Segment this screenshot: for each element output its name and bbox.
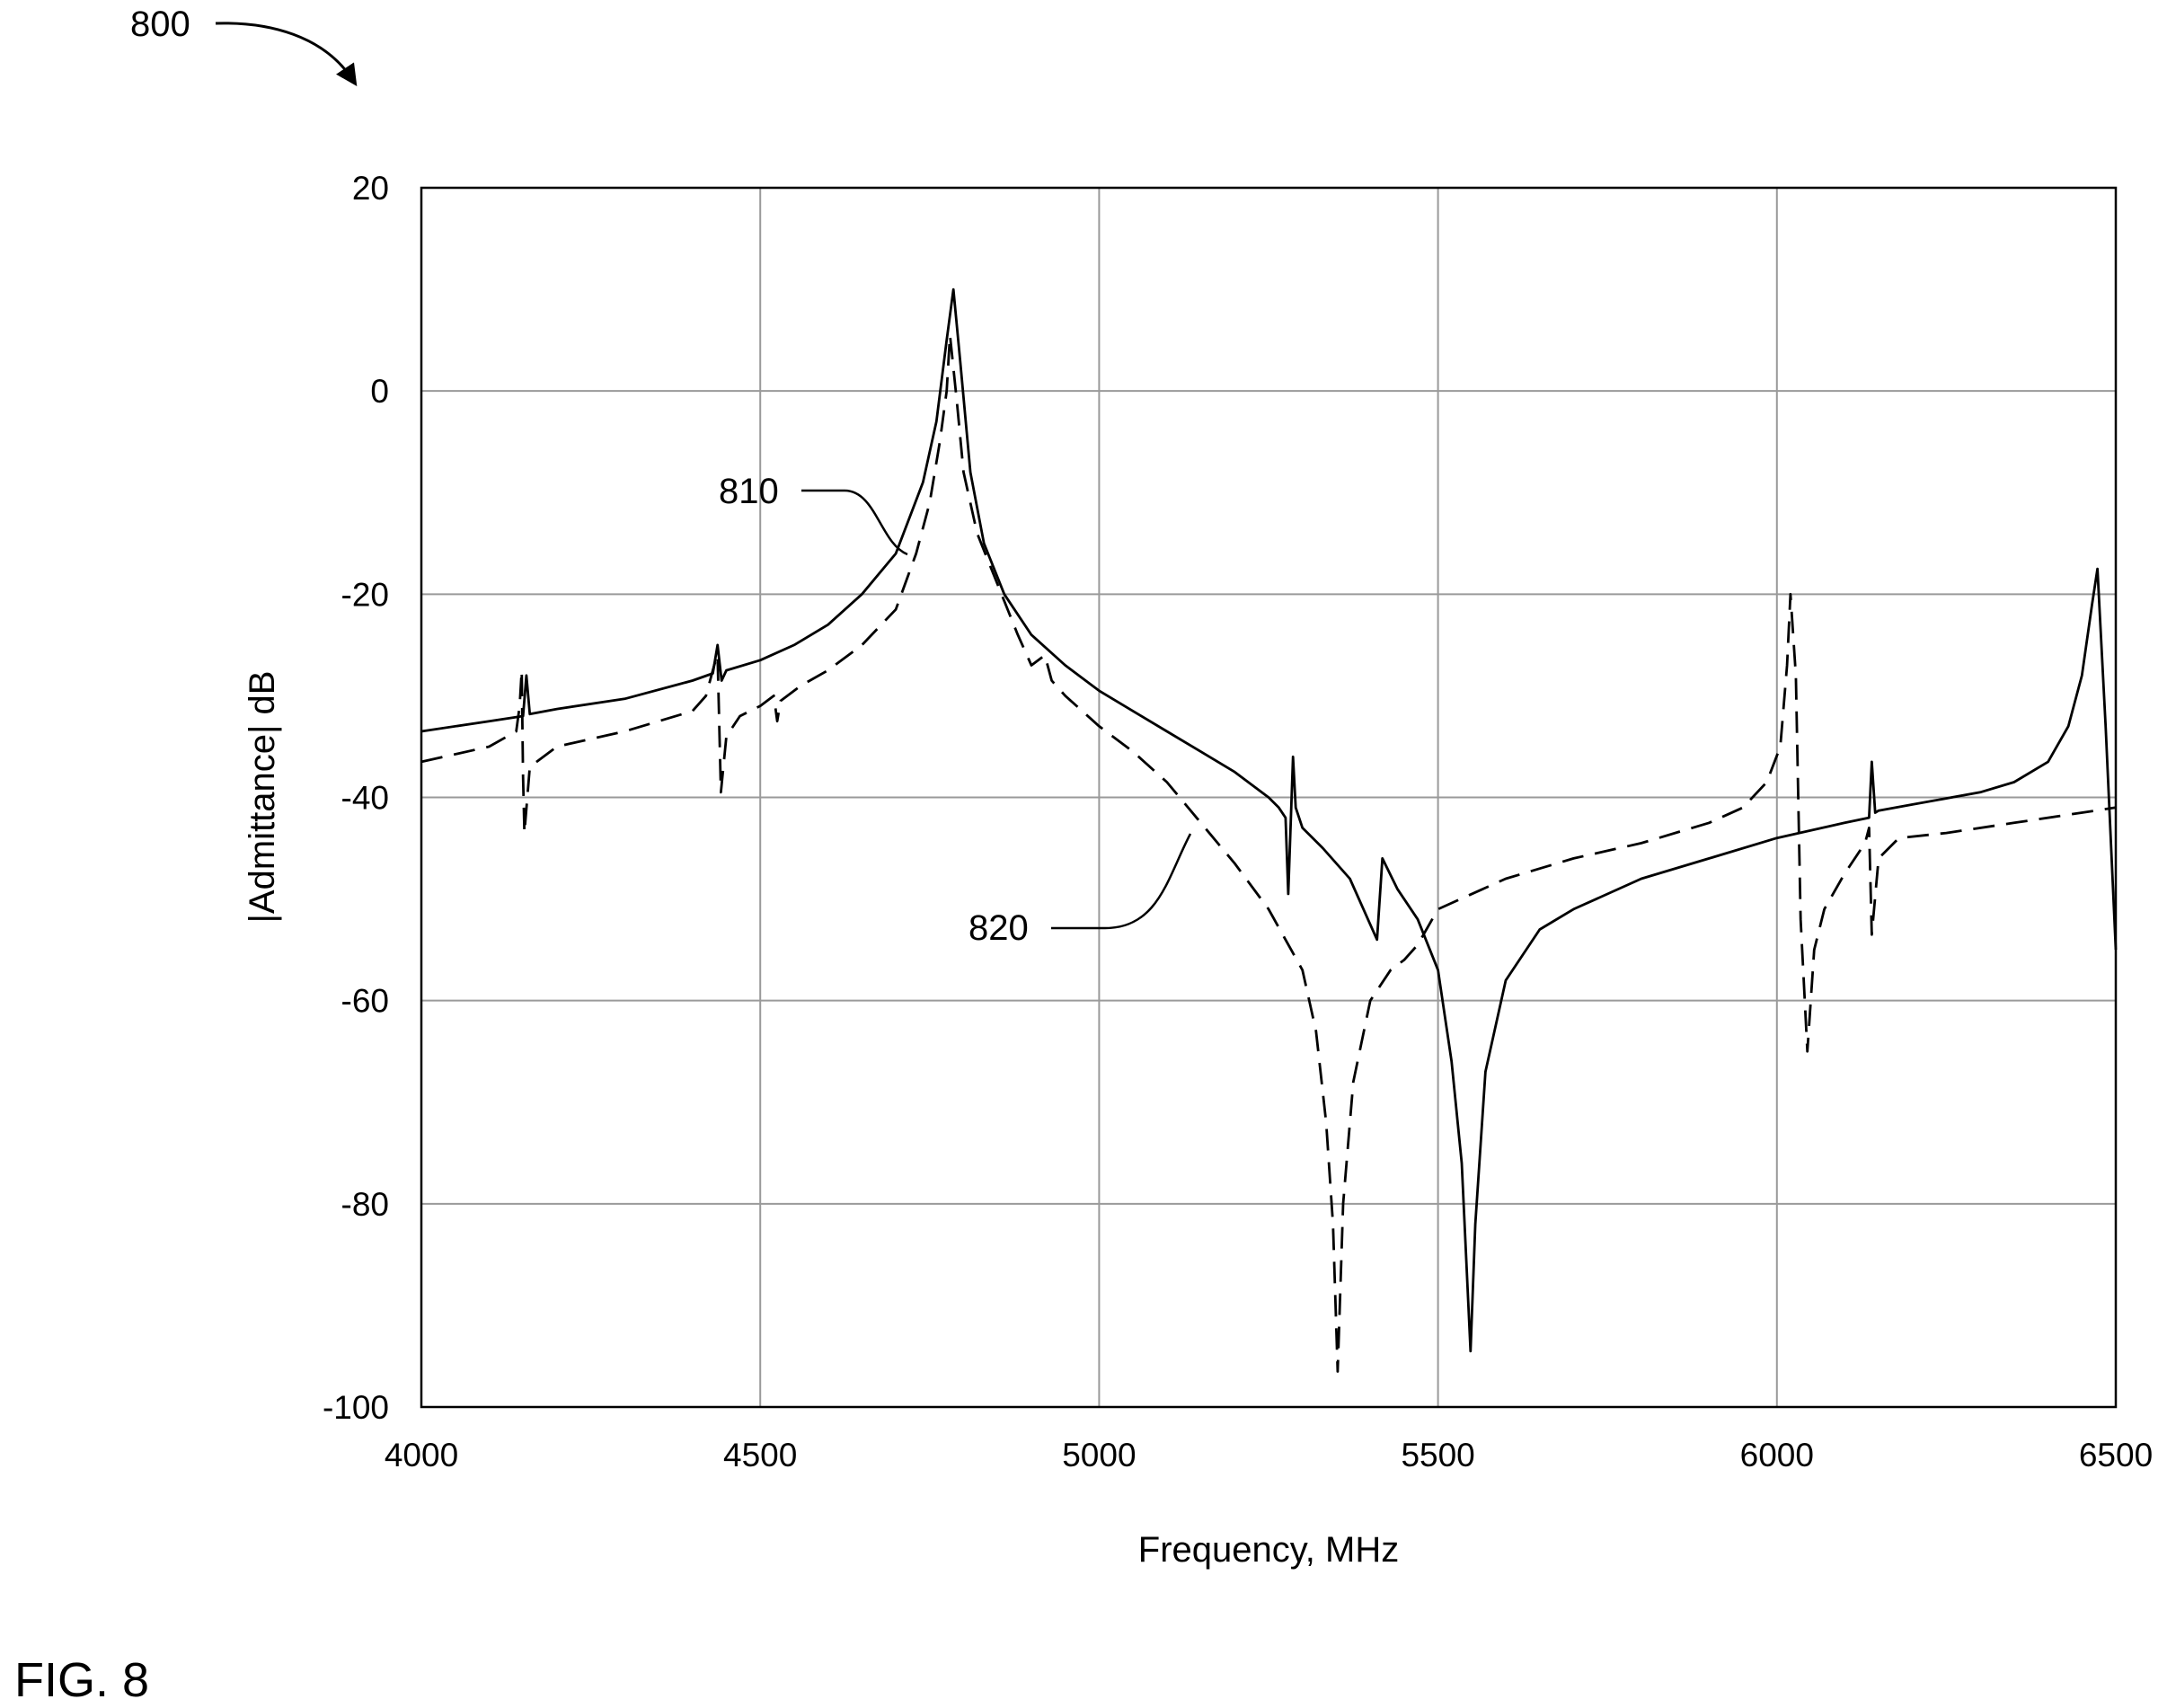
y-tick-labels: -100 -80 -60 -40 -20 0 20 — [323, 170, 389, 1426]
x-axis-title: Frequency, MHz — [1138, 1530, 1399, 1570]
x-tick-label-2: 5000 — [1062, 1437, 1136, 1473]
x-tick-labels: 4000 4500 5000 5500 6000 6500 — [385, 1437, 2153, 1473]
series-line-820 — [420, 333, 2117, 1373]
series-line-810 — [420, 288, 2118, 1353]
x-tick-label-3: 5500 — [1401, 1437, 1474, 1473]
figure-ref-number: 800 — [130, 4, 190, 44]
series-layer — [420, 288, 2118, 1373]
y-tick-label-0: -100 — [323, 1389, 389, 1426]
series-810-label: 810 — [719, 472, 779, 511]
y-tick-label-1: -80 — [341, 1186, 389, 1223]
y-tick-label-3: -40 — [341, 780, 389, 817]
plot-frame — [420, 186, 2118, 1409]
figure-label: FIG. 8 — [14, 1653, 149, 1707]
y-tick-label-5: 0 — [370, 373, 389, 410]
series-820-leader — [1051, 833, 1192, 930]
y-axis-title: |Admittance| dB — [243, 671, 282, 924]
y-tick-label-2: -60 — [341, 983, 389, 1020]
y-tick-label-4: -20 — [341, 576, 389, 613]
series-820-label: 820 — [969, 908, 1029, 948]
x-tick-label-1: 4500 — [723, 1437, 797, 1473]
figure-ref-arrow — [215, 22, 358, 86]
series-810-leader — [801, 489, 908, 556]
x-tick-label-5: 6500 — [2079, 1437, 2153, 1473]
y-tick-label-6: 20 — [352, 170, 389, 207]
x-tick-label-0: 4000 — [385, 1437, 458, 1473]
x-tick-label-4: 6000 — [1740, 1437, 1814, 1473]
